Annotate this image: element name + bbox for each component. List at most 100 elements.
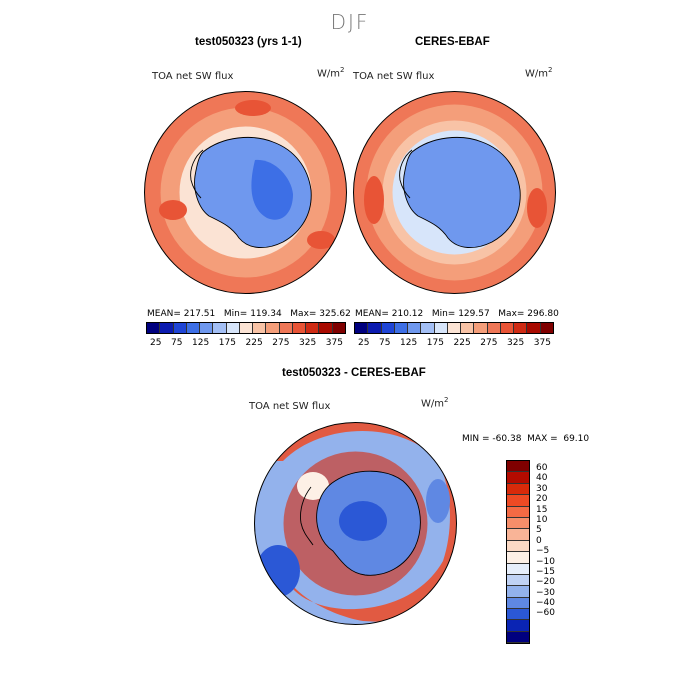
colorbar-swatch xyxy=(332,323,345,333)
colorbar-swatch xyxy=(381,323,395,333)
colorbar-swatch xyxy=(408,323,422,333)
colorbar-tick-label: 175 xyxy=(218,338,236,348)
colorbar-swatch xyxy=(507,552,529,564)
colorbar-tick-label: 125 xyxy=(400,338,418,348)
colorbar-swatch xyxy=(507,597,529,610)
colorbar-swatch xyxy=(507,461,529,473)
colorbar-swatch xyxy=(173,323,187,333)
panel-title-model: test050323 (yrs 1-1) xyxy=(195,36,302,48)
min-obs: Min= 129.57 xyxy=(431,309,490,319)
map-patch-2 xyxy=(307,231,335,249)
colorbar-tick-label: 75 xyxy=(171,338,183,348)
map-border xyxy=(353,91,556,294)
panel-title-obs: CERES-EBAF xyxy=(415,36,490,48)
colorbar-swatch xyxy=(507,495,529,507)
min-model: Min= 119.34 xyxy=(223,309,282,319)
var-label-obs: TOA net SW flux xyxy=(353,71,435,82)
units-label-obs: W/m2 xyxy=(525,66,553,80)
colorbar-swatch xyxy=(368,323,382,333)
colorbar-tick-label: 275 xyxy=(272,338,290,348)
colorbar-swatch xyxy=(507,609,529,621)
colorbar-swatch xyxy=(507,631,529,644)
colorbar-swatch xyxy=(507,586,529,598)
colorbar-level-label: 30 xyxy=(536,483,548,494)
colorbar-tick-label: 375 xyxy=(325,338,343,348)
colorbar-swatch xyxy=(507,483,529,496)
var-label-model: TOA net SW flux xyxy=(152,71,234,82)
colorbar-swatch xyxy=(461,323,475,333)
colorbar-level-label: 60 xyxy=(536,463,548,473)
colorbar-strip-obs xyxy=(354,322,554,334)
map-patch-negative-1 xyxy=(256,545,300,597)
colorbar-level-label: −10 xyxy=(536,556,555,567)
colorbar-level-label: 0 xyxy=(536,535,542,546)
colorbar-ticks-obs: 25 75 125 175 225 275 325 375 xyxy=(354,338,554,348)
colorbar-level-label: −40 xyxy=(536,598,555,609)
colorbar-tick-label: 25 xyxy=(358,338,370,348)
colorbar-tick-label: 225 xyxy=(245,338,263,348)
polar-map-diff xyxy=(254,422,457,625)
colorbar-strip-diff xyxy=(506,460,530,645)
colorbar-swatch xyxy=(540,323,553,333)
colorbar-swatch xyxy=(213,323,227,333)
colorbar-swatch xyxy=(487,323,501,333)
negative-anomaly-core xyxy=(339,501,387,541)
colorbar-swatch xyxy=(253,323,267,333)
colorbar-level-label: −60 xyxy=(536,608,555,619)
map-patch-2 xyxy=(527,188,547,228)
colorbar-swatch xyxy=(421,323,435,333)
mean-obs: MEAN= 210.12 xyxy=(355,309,424,319)
colorbar-swatch xyxy=(292,323,307,333)
units-label-diff: W/m2 xyxy=(421,396,449,410)
antarctic-peninsula-coast xyxy=(190,149,204,199)
colorbar-tick-label: 325 xyxy=(507,338,525,348)
colorbar-level-label: 15 xyxy=(536,504,548,515)
units-label-model: W/m2 xyxy=(317,66,345,80)
colorbar-swatch xyxy=(279,323,293,333)
colorbar-tick-label: 375 xyxy=(533,338,551,348)
colorbar-level-label: −20 xyxy=(536,577,555,588)
colorbar-tick-label: 225 xyxy=(453,338,471,348)
antarctica-low-flux-region xyxy=(251,159,293,220)
colorbar-swatch xyxy=(239,323,254,333)
panel-title-diff: test050323 - CERES-EBAF xyxy=(282,367,426,379)
colorbar-swatch xyxy=(507,574,529,587)
map-border xyxy=(254,422,457,625)
map-border xyxy=(144,91,347,294)
map-patch-1 xyxy=(364,176,384,224)
colorbar-model: 25 75 125 175 225 275 325 375 xyxy=(146,322,346,348)
colorbar-swatch xyxy=(160,323,174,333)
antarctic-peninsula-coast xyxy=(399,149,413,199)
colorbar-tick-label: 75 xyxy=(379,338,391,348)
polar-map-obs xyxy=(353,91,556,294)
colorbar-swatch xyxy=(507,506,529,518)
colorbar-tick-label: 275 xyxy=(480,338,498,348)
colorbar-level-label: −30 xyxy=(536,587,555,598)
colorbar-swatch xyxy=(507,517,529,530)
colorbar-diff: 60 40 30 20 15 10 5 0 −5 −10 −15 −20 −30 −40 −60 xyxy=(506,460,555,645)
colorbar-swatch xyxy=(527,323,541,333)
stats-model: MEAN= 217.51 Min= 119.34 Max= 325.62 xyxy=(147,309,351,319)
colorbar-ticks-model: 25 75 125 175 225 275 325 375 xyxy=(146,338,346,348)
colorbar-tick-label: 175 xyxy=(426,338,444,348)
colorbar-swatch xyxy=(507,529,529,541)
colorbar-swatch xyxy=(507,540,529,553)
colorbar-level-label: 20 xyxy=(536,494,548,505)
colorbar-swatch xyxy=(474,323,488,333)
colorbar-swatch xyxy=(500,323,515,333)
colorbar-swatch xyxy=(394,323,409,333)
colorbar-swatch xyxy=(507,620,529,632)
colorbar-level-label: −5 xyxy=(536,546,550,557)
colorbar-swatch xyxy=(507,472,529,484)
map-patch-negative-2 xyxy=(426,479,450,523)
stats-obs: MEAN= 210.12 Min= 129.57 Max= 296.80 xyxy=(355,309,559,319)
colorbar-swatch xyxy=(186,323,201,333)
max-model: Max= 325.62 xyxy=(290,309,351,319)
minmax-diff: MIN = -60.38 MAX = 69.10 xyxy=(462,434,590,444)
colorbar-tick-label: 325 xyxy=(299,338,317,348)
colorbar-level-label: 5 xyxy=(536,525,542,536)
colorbar-swatch xyxy=(306,323,320,333)
colorbar-level-label: 40 xyxy=(536,473,548,484)
antarctic-peninsula-coast xyxy=(300,486,314,546)
mean-model: MEAN= 217.51 xyxy=(147,309,216,319)
